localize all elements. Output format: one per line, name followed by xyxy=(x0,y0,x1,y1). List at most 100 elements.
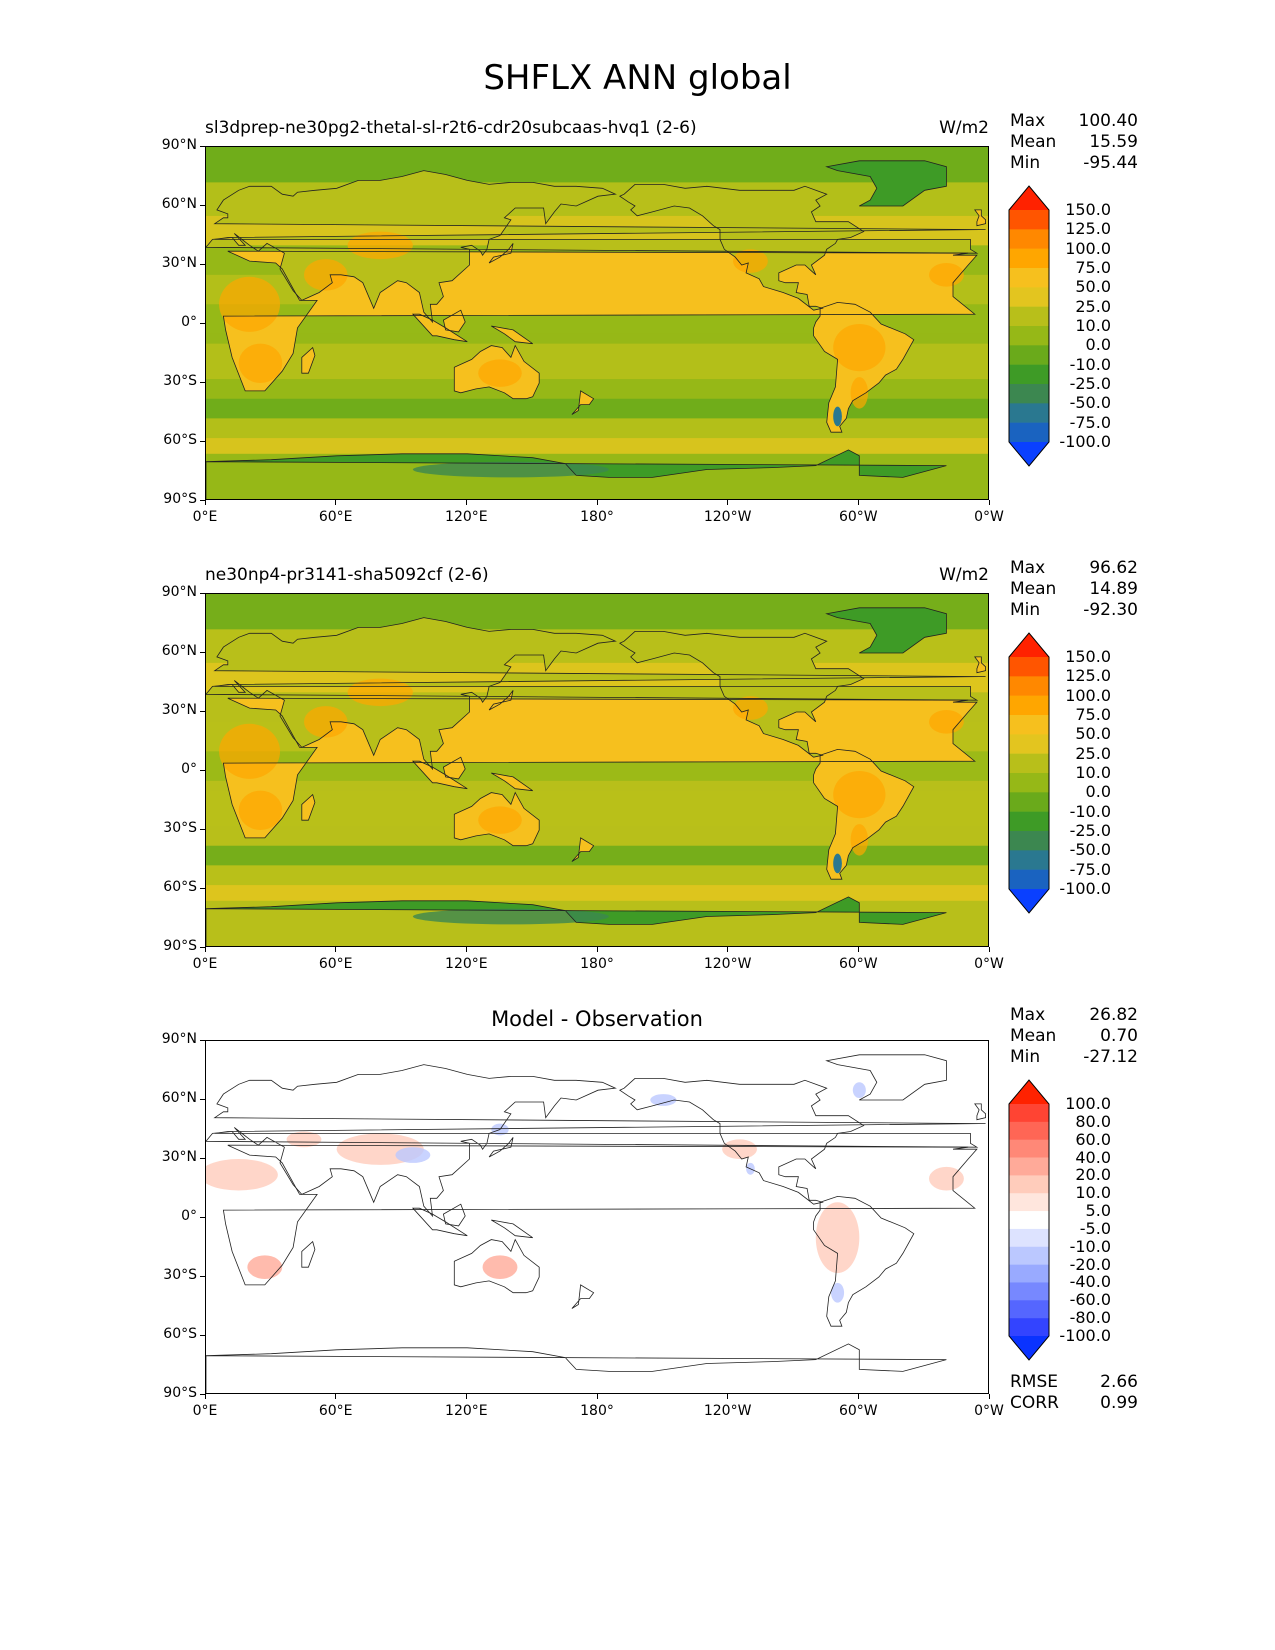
stat-mean: Mean 14.89 xyxy=(1010,579,1138,600)
colorbar-bottom-extension xyxy=(1009,1336,1049,1360)
stat-value: -95.44 xyxy=(1083,153,1138,173)
x-tick-label: 120°W xyxy=(703,1403,752,1419)
colorbar-outline xyxy=(1008,185,1050,467)
hot-region xyxy=(833,771,886,819)
x-tick-label: 60°W xyxy=(838,1403,878,1419)
y-tick-label: 0° xyxy=(181,761,197,777)
hot-region xyxy=(929,263,964,287)
stat-min: Min -92.30 xyxy=(1010,600,1138,621)
colorbar-label: -20.0 xyxy=(1069,1254,1111,1274)
colorbar-label: 25.0 xyxy=(1075,296,1111,316)
zonal-band xyxy=(206,865,988,886)
colorbar-label: 75.0 xyxy=(1075,705,1111,724)
colorbar xyxy=(1008,1079,1050,1361)
metric-corr: CORR 0.99 xyxy=(1010,1393,1138,1414)
colorbar-label: 25.0 xyxy=(1075,743,1111,763)
hot-region xyxy=(850,824,869,856)
anomaly-region xyxy=(852,1082,866,1099)
x-tick-mark xyxy=(988,1394,990,1399)
x-tick-mark xyxy=(335,1394,337,1399)
coastline-newguinea xyxy=(491,772,533,792)
cold-region xyxy=(833,406,842,427)
colorbar-segment xyxy=(1009,1228,1049,1248)
y-tick-mark xyxy=(200,828,205,830)
colorbar-top-extension xyxy=(1009,1080,1049,1104)
zonal-band xyxy=(206,885,988,901)
stat-value: 15.59 xyxy=(1089,132,1138,152)
coastline-antarctica xyxy=(206,896,947,946)
y-tick-mark xyxy=(200,1157,205,1159)
x-tick-label: 60°W xyxy=(838,956,878,972)
colorbar-label: 5.0 xyxy=(1085,1201,1111,1221)
cold-region xyxy=(412,461,609,478)
x-tick-label: 180° xyxy=(580,509,614,525)
colorbar-outline xyxy=(1008,632,1050,914)
colorbar-segment xyxy=(1009,850,1049,870)
x-tick-label: 180° xyxy=(580,956,614,972)
colorbar-label: -50.0 xyxy=(1069,393,1111,413)
cold-region xyxy=(833,853,842,874)
stats-box: Max 26.82 Mean 0.70 Min -27.12 xyxy=(1010,1005,1138,1068)
land-namerica xyxy=(619,631,864,758)
colorbar-label: 80.0 xyxy=(1075,1111,1111,1131)
coastline-madagascar xyxy=(301,793,316,821)
colorbar-label: 100.0 xyxy=(1065,238,1111,258)
stat-value: 96.62 xyxy=(1089,558,1138,578)
x-tick-label: 0°E xyxy=(192,509,218,525)
y-tick-mark xyxy=(200,204,205,206)
x-tick-mark xyxy=(335,500,337,505)
y-tick-mark xyxy=(200,440,205,442)
y-tick-label: 30°S xyxy=(163,1267,197,1283)
colorbar-segment xyxy=(1009,306,1049,327)
stats-box: Max 100.40 Mean 15.59 Min -95.44 xyxy=(1010,111,1138,174)
map-field xyxy=(206,147,988,499)
stat-value: -92.30 xyxy=(1083,600,1138,620)
x-tick-label: 0°E xyxy=(192,1403,218,1419)
colorbar-label: 100.0 xyxy=(1065,685,1111,705)
y-tick-label: 90°N xyxy=(161,137,197,153)
coastline-samerica xyxy=(813,301,915,433)
coastline-madagascar xyxy=(301,1240,316,1268)
land-japan xyxy=(489,690,514,710)
hot-region xyxy=(238,343,283,383)
colorbar-segment xyxy=(1009,753,1049,774)
coastline-indonesia xyxy=(411,760,468,790)
stat-label: Max xyxy=(1010,111,1046,131)
hot-region xyxy=(304,259,348,291)
figure-title: SHFLX ANN global xyxy=(483,58,792,98)
land-eurasia xyxy=(206,617,986,769)
stat-min: Min -27.12 xyxy=(1010,1047,1138,1068)
colorbar-label: 10.0 xyxy=(1075,1183,1111,1203)
anomaly-region xyxy=(929,1166,964,1191)
colorbar-segment xyxy=(1009,1246,1049,1265)
colorbar-segment xyxy=(1009,1282,1049,1301)
anomaly-region xyxy=(247,1255,283,1279)
metric-label: CORR xyxy=(1010,1393,1059,1413)
colorbar-segment xyxy=(1009,1264,1049,1283)
colorbar-label: 40.0 xyxy=(1075,1147,1111,1167)
hot-region xyxy=(238,790,283,830)
y-tick-mark xyxy=(200,322,205,324)
x-tick-label: 0°E xyxy=(192,956,218,972)
colorbar-segment xyxy=(1009,364,1049,385)
colorbar-label: -80.0 xyxy=(1069,1308,1111,1328)
metric-rmse: RMSE 2.66 xyxy=(1010,1372,1138,1393)
stat-label: Min xyxy=(1010,1047,1041,1067)
colorbar-segment xyxy=(1009,1318,1049,1337)
anomaly-region xyxy=(482,1255,518,1279)
x-tick-label: 120°E xyxy=(445,509,488,525)
coastline-japan xyxy=(488,1137,514,1158)
coastline-namerica xyxy=(618,1078,865,1205)
colorbar-segment xyxy=(1009,1175,1049,1194)
map-plot-area xyxy=(205,593,989,947)
coastline-borneo xyxy=(442,756,466,780)
y-tick-label: 30°S xyxy=(163,820,197,836)
coastline-africa xyxy=(222,250,978,392)
colorbar-segment xyxy=(1009,734,1049,754)
colorbar-label: 10.0 xyxy=(1075,763,1111,782)
y-tick-mark xyxy=(200,263,205,265)
y-tick-label: 60°S xyxy=(163,1326,197,1342)
x-tick-label: 60°E xyxy=(318,956,353,972)
metric-label: RMSE xyxy=(1010,1372,1059,1392)
colorbar-segment xyxy=(1009,210,1049,230)
